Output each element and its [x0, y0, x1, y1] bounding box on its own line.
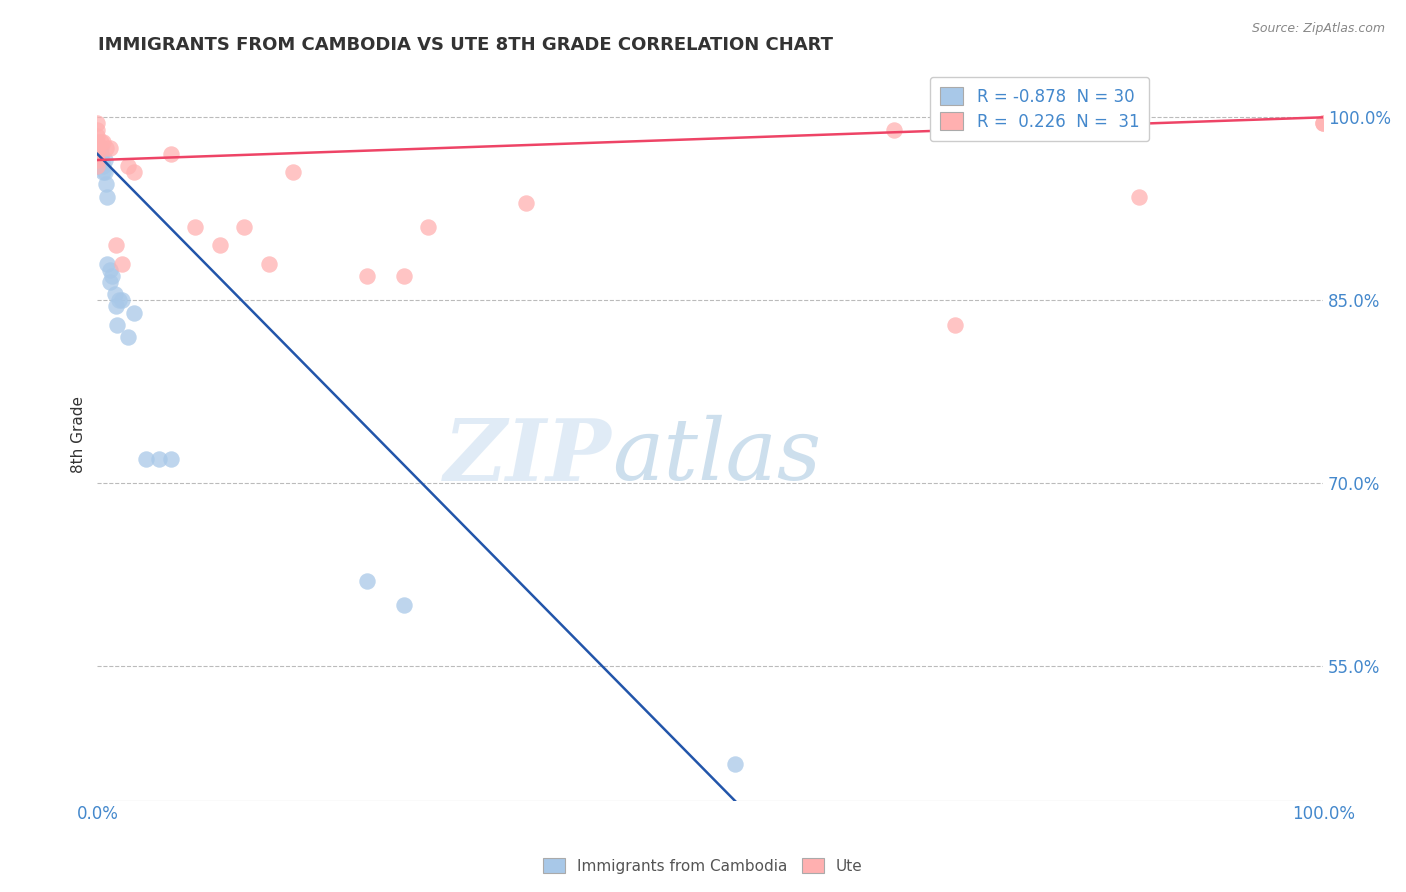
Point	[94, 141, 117, 155]
Point	[86, 116, 108, 130]
Point	[233, 220, 256, 235]
Point	[86, 135, 108, 149]
Point	[93, 165, 115, 179]
Point	[160, 452, 183, 467]
Point	[117, 330, 139, 344]
Point	[86, 159, 108, 173]
Point	[104, 300, 127, 314]
Point	[356, 574, 378, 588]
Point	[101, 268, 124, 283]
Point	[93, 153, 115, 167]
Point	[122, 305, 145, 319]
Point	[1312, 116, 1334, 130]
Point	[392, 268, 415, 283]
Point	[98, 141, 121, 155]
Point	[184, 220, 207, 235]
Point	[93, 135, 115, 149]
Point	[98, 275, 121, 289]
Point	[90, 147, 112, 161]
Point	[1128, 189, 1150, 203]
Point	[117, 159, 139, 173]
Point	[86, 128, 108, 143]
Point	[1312, 116, 1334, 130]
Point	[86, 147, 108, 161]
Y-axis label: 8th Grade: 8th Grade	[72, 396, 86, 473]
Point	[257, 257, 280, 271]
Point	[883, 122, 905, 136]
Point	[122, 165, 145, 179]
Point	[148, 452, 170, 467]
Legend: R = -0.878  N = 30, R =  0.226  N =  31: R = -0.878 N = 30, R = 0.226 N = 31	[929, 77, 1149, 141]
Point	[160, 147, 183, 161]
Point	[94, 178, 117, 192]
Point	[515, 195, 537, 210]
Point	[283, 165, 305, 179]
Text: IMMIGRANTS FROM CAMBODIA VS UTE 8TH GRADE CORRELATION CHART: IMMIGRANTS FROM CAMBODIA VS UTE 8TH GRAD…	[98, 36, 834, 54]
Text: ZIP: ZIP	[444, 415, 612, 499]
Point	[135, 452, 157, 467]
Point	[356, 268, 378, 283]
Point	[86, 147, 108, 161]
Point	[945, 318, 967, 332]
Point	[724, 757, 747, 772]
Legend: Immigrants from Cambodia, Ute: Immigrants from Cambodia, Ute	[537, 852, 869, 880]
Point	[90, 135, 112, 149]
Point	[98, 263, 121, 277]
Point	[86, 153, 108, 167]
Point	[96, 189, 118, 203]
Point	[93, 159, 115, 173]
Point	[86, 122, 108, 136]
Point	[108, 293, 131, 308]
Point	[418, 220, 440, 235]
Point	[86, 141, 108, 155]
Text: Source: ZipAtlas.com: Source: ZipAtlas.com	[1251, 22, 1385, 36]
Point	[86, 153, 108, 167]
Point	[392, 599, 415, 613]
Point	[103, 287, 125, 301]
Point	[86, 159, 108, 173]
Point	[90, 141, 112, 155]
Point	[91, 153, 114, 167]
Point	[111, 257, 134, 271]
Text: atlas: atlas	[612, 415, 821, 498]
Point	[96, 257, 118, 271]
Point	[105, 318, 128, 332]
Point	[86, 141, 108, 155]
Point	[208, 238, 231, 252]
Point	[111, 293, 134, 308]
Point	[93, 165, 115, 179]
Point	[104, 238, 127, 252]
